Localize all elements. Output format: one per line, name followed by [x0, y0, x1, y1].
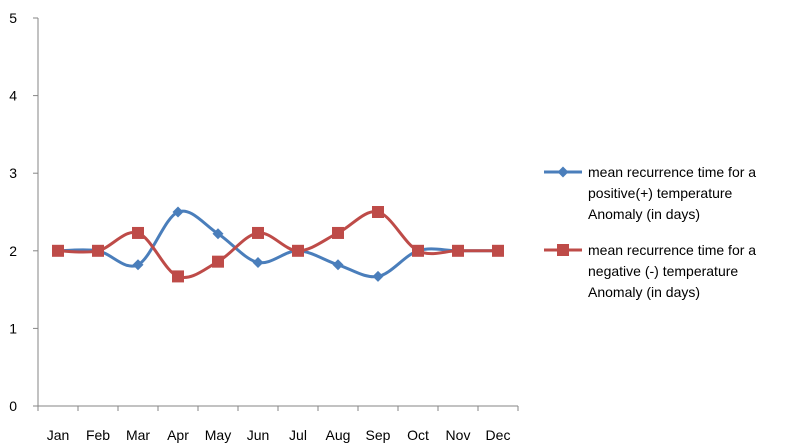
x-tick-label: Aug — [326, 427, 351, 443]
series-positive-anomaly — [52, 206, 504, 282]
data-point-marker — [252, 226, 264, 239]
legend-label: mean recurrence time for a — [588, 242, 756, 258]
x-tick-label: Dec — [486, 427, 511, 443]
x-tick-label: Jun — [247, 427, 270, 443]
y-tick-label: 5 — [9, 10, 17, 26]
data-point-marker — [212, 255, 224, 268]
legend-label: positive(+) temperature — [588, 185, 733, 201]
series-line — [57, 210, 498, 279]
data-point-marker — [452, 244, 464, 257]
legend-label: mean recurrence time for a — [588, 164, 756, 180]
legend-swatch-marker — [557, 244, 569, 256]
legend-swatch-marker — [557, 166, 569, 178]
x-tick-label: Jul — [289, 427, 307, 443]
y-tick-label: 0 — [9, 398, 17, 414]
series-layer — [52, 206, 504, 283]
y-tick-label: 2 — [9, 243, 17, 259]
series-line — [57, 209, 498, 279]
data-point-marker — [252, 256, 264, 268]
legend-label: Anomaly (in days) — [588, 284, 700, 300]
legend: mean recurrence time for a positive(+) te… — [544, 164, 756, 300]
legend-entry: mean recurrence time for a positive(+) te… — [544, 164, 756, 222]
data-point-marker — [332, 226, 344, 239]
axes — [37, 18, 518, 407]
y-tick-label: 4 — [9, 88, 17, 104]
data-point-marker — [172, 206, 184, 218]
y-tick-label: 3 — [9, 165, 17, 181]
y-axis-ticks: 0 1 2 3 4 5 — [9, 10, 38, 414]
data-point-marker — [332, 259, 344, 271]
x-tick-label: Nov — [446, 427, 471, 443]
legend-label: Anomaly (in days) — [588, 206, 700, 222]
data-point-marker — [92, 244, 104, 257]
legend-entry: mean recurrence time for a negative (-) t… — [544, 242, 756, 300]
legend-label: negative (-) temperature — [588, 263, 738, 279]
x-axis-ticks: Jan Feb Mar Apr May Jun Jul Aug Sep Oct Nov Dec — [37, 406, 519, 443]
data-point-marker — [492, 244, 504, 257]
x-tick-label: Mar — [126, 427, 150, 443]
data-point-marker — [372, 270, 384, 282]
x-tick-label: Oct — [407, 427, 429, 443]
series-negative-anomaly — [52, 206, 504, 283]
data-point-marker — [212, 228, 224, 240]
data-point-marker — [52, 244, 64, 257]
x-tick-label: Feb — [86, 427, 110, 443]
data-point-marker — [412, 244, 424, 257]
data-point-marker — [172, 270, 184, 283]
data-point-marker — [372, 206, 384, 218]
x-tick-label: Apr — [167, 427, 189, 443]
x-tick-label: Sep — [366, 427, 391, 443]
x-tick-label: Jan — [47, 427, 70, 443]
data-point-marker — [132, 259, 144, 271]
x-tick-label: May — [205, 427, 231, 443]
y-tick-label: 1 — [9, 320, 17, 336]
data-point-marker — [292, 244, 304, 257]
data-point-marker — [132, 226, 144, 239]
